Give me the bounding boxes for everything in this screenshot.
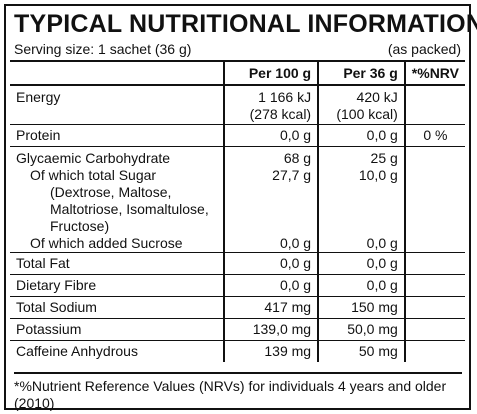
nutrition-panel: TYPICAL NUTRITIONAL INFORMATION Serving … [4, 4, 477, 412]
header-per-100g: Per 100 g [223, 60, 319, 86]
carb-nrv [403, 146, 465, 253]
serving-size: Serving size: 1 sachet (36 g) [14, 41, 192, 57]
total-fat-nrv [403, 252, 465, 275]
row-potassium: Potassium 139,0 mg 50,0 mg [10, 318, 465, 341]
nrv-footnote: *%Nutrient Reference Values (NRVs) for i… [14, 372, 462, 412]
protein-per-100g: 0,0 g [223, 124, 319, 147]
protein-per-36g: 0,0 g [317, 124, 405, 147]
glyc-per-100g: 68 g [283, 150, 312, 166]
energy-per-36g: 420 kJ (100 kcal) [317, 85, 405, 125]
sugar-per-100g: 27,7 g [272, 167, 312, 183]
energy-kcal-100g: (278 kcal) [249, 106, 312, 122]
energy-kcal-36g: (100 kcal) [336, 106, 398, 122]
sucrose-per-36g: 0,0 g [366, 235, 398, 251]
fibre-label: Dietary Fibre [10, 274, 225, 297]
sodium-nrv [403, 296, 465, 319]
row-total-fat: Total Fat 0,0 g 0,0 g [10, 252, 465, 275]
sucrose-per-100g: 0,0 g [279, 235, 312, 251]
energy-nrv [403, 85, 465, 125]
row-carbohydrate: Glycaemic Carbohydrate Of which total Su… [10, 146, 465, 253]
potassium-nrv [403, 318, 465, 341]
fibre-nrv [403, 274, 465, 297]
energy-label: Energy [16, 89, 61, 105]
total-sugar-label: Of which total Sugar [30, 167, 157, 183]
row-total-sodium: Total Sodium 417 mg 150 mg [10, 296, 465, 319]
energy-kj-100g: 1 166 kJ [258, 89, 312, 105]
sodium-per-36g: 150 mg [317, 296, 405, 319]
row-energy: Energy 1 166 kJ (278 kcal) 420 kJ (100 k… [10, 85, 465, 125]
sugar-detail-line2: Maltotriose, Isomaltulose, [50, 201, 209, 217]
total-fat-label: Total Fat [10, 252, 225, 275]
energy-kj-36g: 420 kJ [356, 89, 398, 105]
header-row: Per 100 g Per 36 g *%NRV [10, 60, 465, 86]
row-protein: Protein 0,0 g 0,0 g 0 % [10, 124, 465, 147]
caffeine-label: Caffeine Anhydrous [10, 340, 225, 362]
caffeine-per-36g: 50 mg [317, 340, 405, 362]
panel-title: TYPICAL NUTRITIONAL INFORMATION [14, 10, 477, 38]
potassium-label: Potassium [10, 318, 225, 341]
fibre-per-36g: 0,0 g [317, 274, 405, 297]
header-per-36g: Per 36 g [317, 60, 405, 86]
nutrition-table: Per 100 g Per 36 g *%NRV Energy 1 166 kJ… [10, 60, 465, 362]
sugar-per-36g: 10,0 g [358, 167, 398, 183]
row-caffeine: Caffeine Anhydrous 139 mg 50 mg [10, 340, 465, 362]
glyc-per-36g: 25 g [370, 150, 398, 166]
carb-per-36g: 25 g 10,0 g 0,0 g [317, 146, 405, 253]
sugar-detail-line3: Fructose) [50, 218, 110, 234]
header-nrv: *%NRV [403, 60, 465, 86]
sugar-detail-line1: (Dextrose, Maltose, [50, 184, 172, 200]
total-fat-per-36g: 0,0 g [317, 252, 405, 275]
protein-label: Protein [10, 124, 225, 147]
protein-nrv: 0 % [403, 124, 465, 147]
potassium-per-36g: 50,0 mg [317, 318, 405, 341]
glycaemic-carb-label: Glycaemic Carbohydrate [16, 150, 171, 166]
carbohydrate-block: Glycaemic Carbohydrate Of which total Su… [10, 146, 225, 253]
as-packed-note: (as packed) [387, 41, 461, 57]
total-fat-per-100g: 0,0 g [223, 252, 319, 275]
row-dietary-fibre: Dietary Fibre 0,0 g 0,0 g [10, 274, 465, 297]
sodium-per-100g: 417 mg [223, 296, 319, 319]
caffeine-nrv [403, 340, 465, 362]
potassium-per-100g: 139,0 mg [223, 318, 319, 341]
energy-per-100g: 1 166 kJ (278 kcal) [223, 85, 319, 125]
added-sucrose-label: Of which added Sucrose [30, 235, 183, 251]
caffeine-per-100g: 139 mg [223, 340, 319, 362]
header-blank [10, 60, 225, 86]
fibre-per-100g: 0,0 g [223, 274, 319, 297]
sodium-label: Total Sodium [10, 296, 225, 319]
carb-per-100g: 68 g 27,7 g 0,0 g [223, 146, 319, 253]
